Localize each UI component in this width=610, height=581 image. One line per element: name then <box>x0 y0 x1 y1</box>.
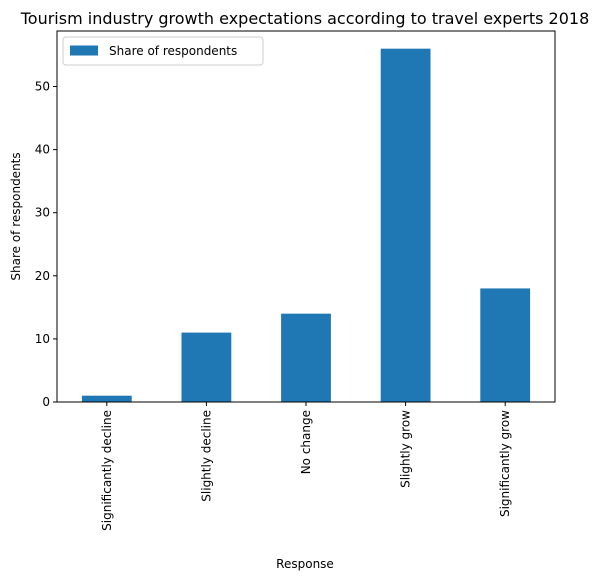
bar-no-change <box>281 313 331 402</box>
x-tick-label: No change <box>299 410 313 474</box>
x-axis-label: Response <box>276 557 334 571</box>
legend-swatch <box>70 45 98 56</box>
x-tick-label: Significantly decline <box>100 410 114 531</box>
plot-frame <box>56 30 556 403</box>
y-tick-label: 0 <box>42 395 50 409</box>
y-tick-label: 40 <box>35 143 50 157</box>
bar-significantly-decline <box>81 395 132 402</box>
y-axis-ticks: 0 10 20 30 40 50 <box>35 80 57 409</box>
y-tick-label: 20 <box>35 269 50 283</box>
x-tick-label: Slightly decline <box>199 410 213 502</box>
bars-group <box>81 48 531 403</box>
x-axis-ticks: Significantly decline Slightly decline No … <box>100 402 512 531</box>
chart-title: Tourism industry growth expectations acc… <box>20 9 590 28</box>
x-tick-label: Significantly grow <box>498 410 512 517</box>
y-axis-label: Share of respondents <box>9 152 23 280</box>
x-tick-label: Slightly grow <box>399 410 413 488</box>
y-tick-label: 30 <box>35 206 50 220</box>
bar-slightly-decline <box>181 332 232 402</box>
y-tick-label: 50 <box>35 80 50 94</box>
bar-significantly-grow <box>480 288 531 402</box>
bar-slightly-grow <box>380 48 431 403</box>
legend-box <box>62 36 264 66</box>
legend-label: Share of respondents <box>109 44 237 58</box>
y-tick-label: 10 <box>35 332 50 346</box>
legend: Share of respondents <box>62 36 264 66</box>
